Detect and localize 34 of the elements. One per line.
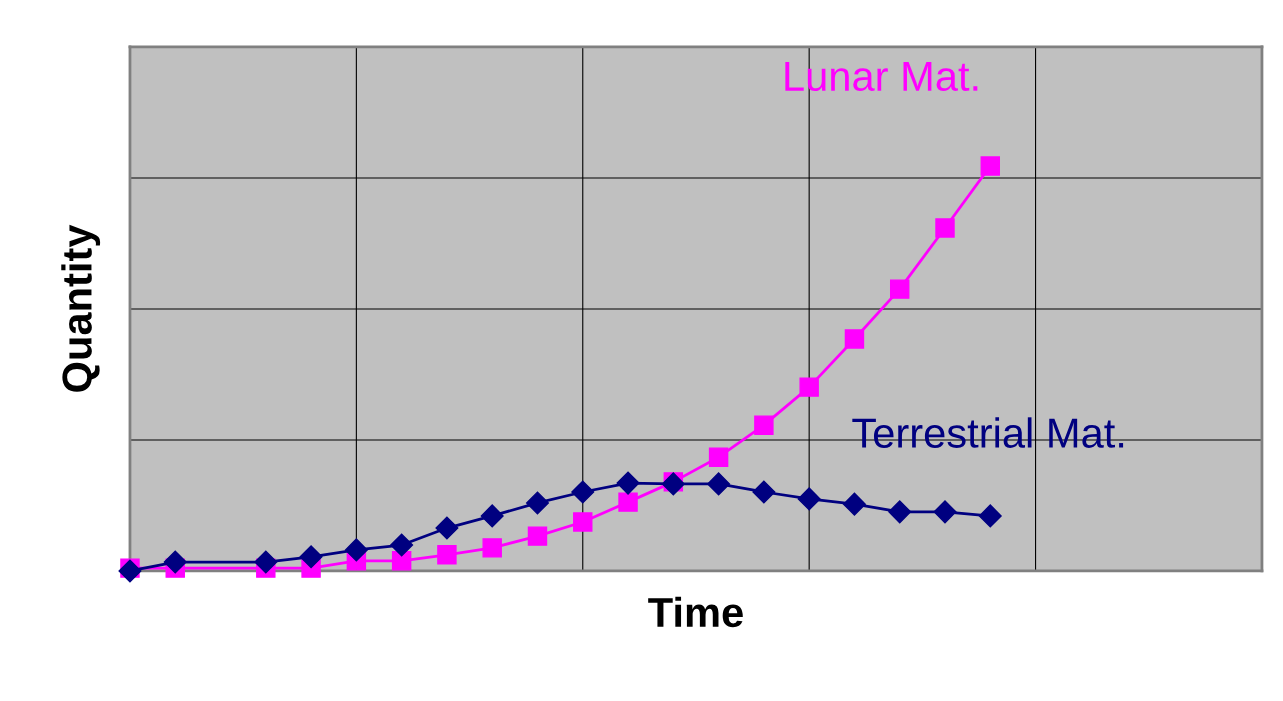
- point: [844, 329, 865, 349]
- point: [344, 538, 368, 562]
- point: [980, 156, 1001, 176]
- point: [299, 545, 323, 569]
- point: [435, 516, 459, 540]
- point: [391, 551, 412, 571]
- point: [708, 447, 729, 467]
- point: [618, 492, 638, 512]
- x-axis-title: Time: [648, 596, 743, 628]
- point: [842, 492, 866, 516]
- point: [390, 533, 414, 557]
- point: [799, 377, 819, 397]
- point: [978, 504, 1002, 528]
- point: [889, 279, 910, 299]
- point: [482, 538, 502, 558]
- point: [437, 545, 457, 565]
- point: [752, 480, 776, 504]
- point: [254, 550, 278, 574]
- point: [573, 512, 593, 532]
- point: [797, 487, 821, 511]
- point: [571, 480, 595, 504]
- point: [935, 218, 955, 238]
- point: [933, 500, 957, 524]
- series-label: Terrestrial Mat.: [852, 417, 1124, 448]
- point: [118, 559, 142, 583]
- point: [707, 472, 731, 496]
- point: [525, 491, 549, 515]
- point: [480, 504, 504, 528]
- point: [888, 500, 912, 524]
- point: [163, 550, 187, 574]
- point: [616, 471, 640, 495]
- point: [754, 415, 774, 435]
- point: [527, 526, 548, 546]
- y-axis-title: Quantity: [61, 224, 101, 392]
